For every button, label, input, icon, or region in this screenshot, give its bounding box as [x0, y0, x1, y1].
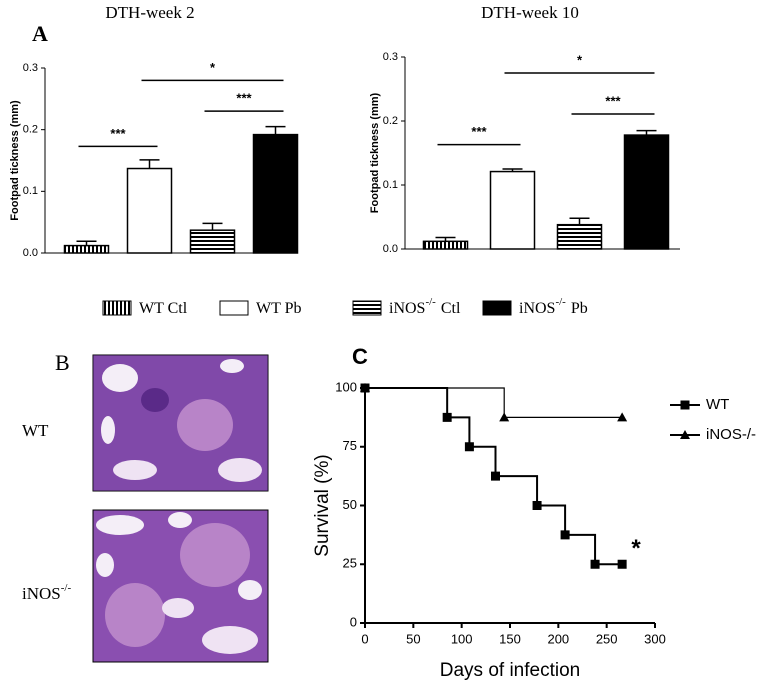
bar	[189, 229, 236, 254]
y-tick-label: 0.1	[383, 179, 398, 191]
y-tick-label: 100	[335, 379, 357, 394]
image-label-sup: -/-	[61, 582, 72, 594]
legend-label: iNOS-/- Ctl	[389, 296, 461, 317]
marker	[617, 559, 627, 569]
marker	[590, 559, 600, 569]
legend-marker	[680, 430, 690, 439]
y-tick-label: 50	[343, 497, 357, 512]
significance-label: *	[577, 52, 583, 67]
legend-label: iNOS-/-	[706, 426, 756, 443]
histology-image	[92, 354, 269, 492]
legend-label-part: iNOS	[389, 300, 425, 317]
legend-marker	[680, 400, 690, 410]
legend-swatch	[219, 300, 249, 316]
legend-label-part: iNOS	[519, 300, 555, 317]
x-tick-label: 100	[451, 631, 473, 646]
legend-swatch	[102, 300, 132, 316]
legend-label-part: WT Ctl	[139, 300, 188, 317]
bar	[252, 133, 299, 254]
y-tick-label: 75	[343, 438, 357, 453]
y-tick-label: 0	[350, 614, 357, 629]
panel-label: B	[55, 350, 70, 375]
bar	[489, 170, 536, 250]
marker	[442, 412, 452, 422]
marker	[532, 501, 542, 510]
significance-label: *	[631, 535, 641, 562]
x-tick-label: 250	[596, 631, 618, 646]
y-axis-label: Survival (%)	[312, 454, 333, 556]
survival-line	[365, 387, 623, 418]
panel-label: A	[32, 21, 48, 46]
panel-label: C	[352, 344, 368, 369]
chart-title: DTH-week 10	[481, 3, 579, 22]
marker	[491, 471, 500, 481]
significance-label: ***	[605, 93, 621, 108]
y-tick-label: 25	[343, 556, 357, 571]
x-tick-label: 300	[644, 631, 666, 646]
image-label-part: iNOS	[22, 584, 61, 603]
legend-label-sup: -/-	[555, 296, 566, 308]
x-tick-label: 0	[361, 631, 368, 646]
y-tick-label: 0.0	[383, 243, 398, 255]
legend-label-part: WT Pb	[256, 300, 301, 317]
legend-label: iNOS-/- Pb	[519, 296, 588, 317]
legend-label-part: Pb	[571, 300, 588, 317]
y-tick-label: 0.0	[23, 247, 38, 259]
bar	[556, 223, 603, 250]
legend-swatch	[482, 300, 512, 316]
y-tick-label: 0.3	[23, 62, 38, 74]
x-axis-label: Days of infection	[440, 660, 580, 681]
legend-label: WT Pb	[256, 300, 301, 317]
legend-label-sup: -/-	[425, 296, 436, 308]
legend-label: WT	[706, 396, 729, 413]
significance-label: ***	[110, 126, 126, 141]
y-axis-label: Footpad tickness (mm)	[9, 100, 21, 221]
x-tick-label: 50	[406, 631, 420, 646]
marker	[464, 442, 474, 452]
y-tick-label: 0.3	[383, 51, 398, 63]
y-tick-label: 0.2	[23, 124, 38, 136]
bar	[422, 240, 469, 250]
legend-label: WT Ctl	[139, 300, 188, 317]
significance-label: ***	[236, 91, 252, 106]
marker	[560, 530, 570, 540]
significance-label: ***	[471, 124, 487, 139]
significance-label: *	[210, 60, 216, 75]
bar	[126, 167, 173, 254]
histology-image	[92, 509, 269, 663]
y-tick-label: 0.1	[23, 185, 38, 197]
legend-label-part: Ctl	[441, 300, 461, 317]
legend-swatch	[352, 300, 382, 316]
bar	[63, 244, 110, 254]
marker	[499, 412, 510, 422]
image-label: WT	[22, 421, 49, 440]
y-tick-label: 0.2	[383, 115, 398, 127]
bar	[623, 134, 670, 250]
chart-title: DTH-week 2	[105, 3, 194, 22]
marker	[617, 412, 628, 422]
x-tick-label: 150	[499, 631, 521, 646]
y-axis-label: Footpad tickness (mm)	[369, 92, 381, 213]
marker	[360, 383, 370, 392]
image-label-part: WT	[22, 421, 49, 440]
x-tick-label: 200	[547, 631, 569, 646]
image-label: iNOS-/-	[22, 582, 71, 603]
